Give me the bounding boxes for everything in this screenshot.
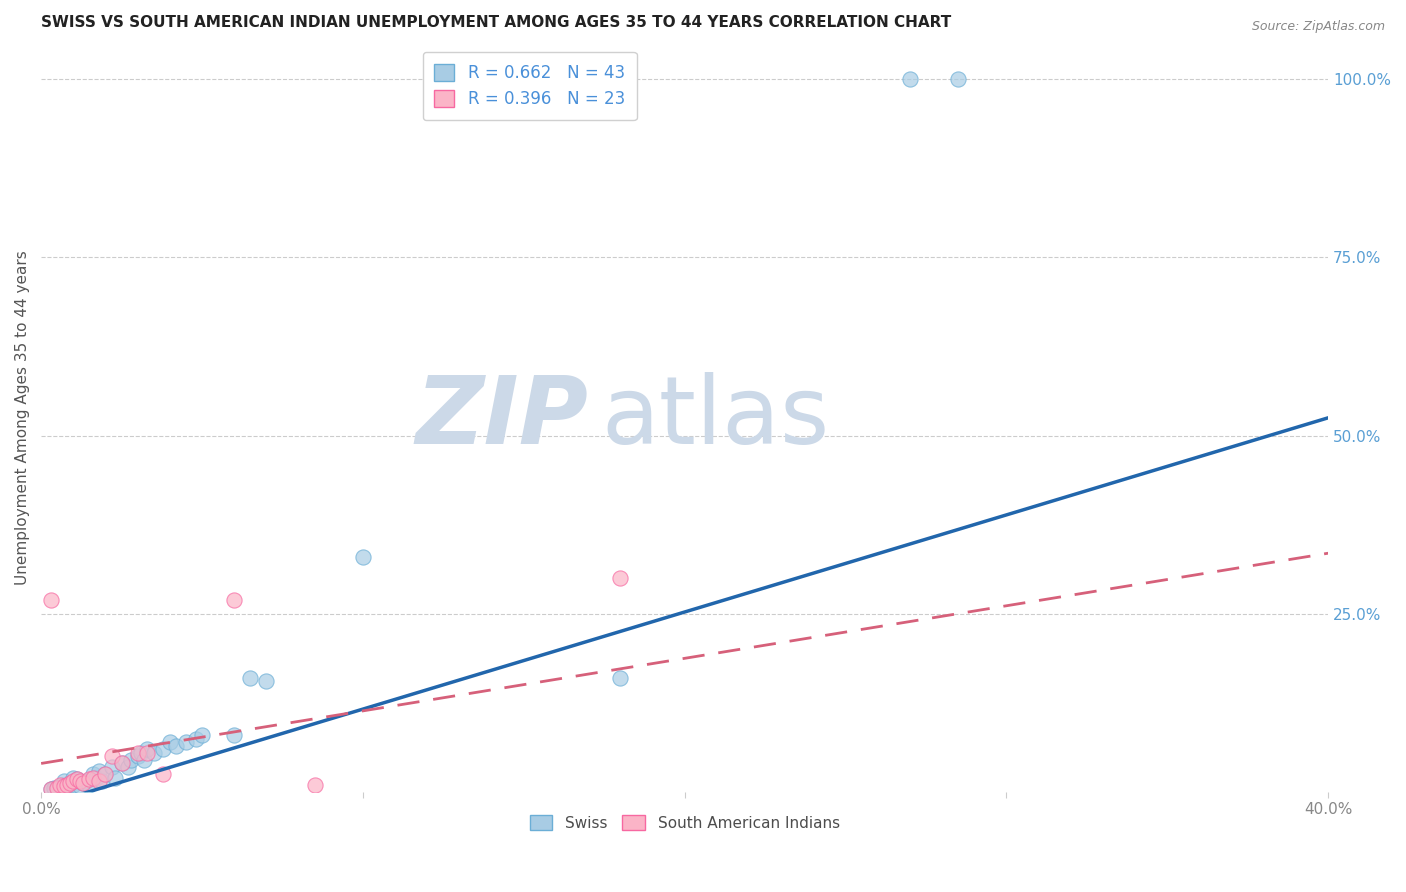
Point (104, 771, 127, 785)
Point (129, 746, 152, 760)
Legend: Swiss, South American Indians: Swiss, South American Indians (523, 808, 846, 837)
Point (72, 776, 94, 790)
Point (946, 72, 969, 87)
Point (127, 746, 149, 760)
Point (79, 772, 101, 786)
Point (62, 778, 84, 792)
Point (94, 767, 117, 781)
Point (39, 782, 62, 797)
Point (46, 780, 69, 795)
Point (224, 728, 246, 742)
Point (165, 739, 187, 753)
Point (39, 782, 62, 797)
Point (127, 749, 149, 764)
Point (174, 735, 197, 749)
Text: SWISS VS SOUTH AMERICAN INDIAN UNEMPLOYMENT AMONG AGES 35 TO 44 YEARS CORRELATIO: SWISS VS SOUTH AMERICAN INDIAN UNEMPLOYM… (41, 15, 952, 30)
Point (254, 674, 277, 689)
Point (132, 753, 155, 767)
Point (84, 771, 107, 785)
Point (120, 753, 142, 767)
Point (87, 764, 110, 778)
Point (42, 781, 65, 796)
Point (52, 779, 75, 793)
Point (152, 767, 174, 781)
Point (94, 767, 117, 781)
Point (609, 671, 631, 685)
Point (46, 780, 69, 795)
Point (117, 760, 139, 774)
Point (110, 756, 132, 771)
Point (65, 772, 87, 786)
Point (72, 776, 94, 790)
Point (82, 771, 104, 785)
Point (59, 776, 82, 790)
Point (142, 746, 165, 760)
Point (52, 778, 75, 792)
Point (56, 780, 79, 794)
Point (898, 72, 921, 87)
Point (82, 767, 104, 781)
Point (609, 571, 631, 585)
Point (159, 735, 181, 749)
Text: Source: ZipAtlas.com: Source: ZipAtlas.com (1251, 20, 1385, 33)
Point (152, 742, 174, 756)
Point (352, 549, 374, 564)
Point (59, 776, 82, 790)
Point (56, 778, 79, 792)
Point (101, 749, 124, 764)
Point (65, 772, 87, 786)
Point (191, 728, 214, 742)
Point (49, 778, 72, 792)
Point (91, 774, 114, 789)
Point (69, 779, 91, 793)
Point (79, 778, 101, 792)
Point (49, 779, 72, 793)
Point (52, 774, 75, 789)
Point (304, 778, 326, 792)
Point (101, 760, 124, 774)
Point (136, 746, 159, 760)
Point (69, 774, 91, 789)
Point (62, 774, 84, 789)
Text: atlas: atlas (600, 372, 830, 464)
Point (39, 592, 62, 607)
Text: ZIP: ZIP (415, 372, 588, 464)
Point (75, 774, 97, 789)
Point (224, 592, 246, 607)
Point (110, 756, 132, 771)
Y-axis label: Unemployment Among Ages 35 to 44 years: Unemployment Among Ages 35 to 44 years (15, 251, 30, 585)
Point (87, 774, 110, 789)
Point (62, 771, 84, 785)
Point (184, 731, 207, 746)
Point (239, 671, 262, 685)
Point (136, 742, 159, 756)
